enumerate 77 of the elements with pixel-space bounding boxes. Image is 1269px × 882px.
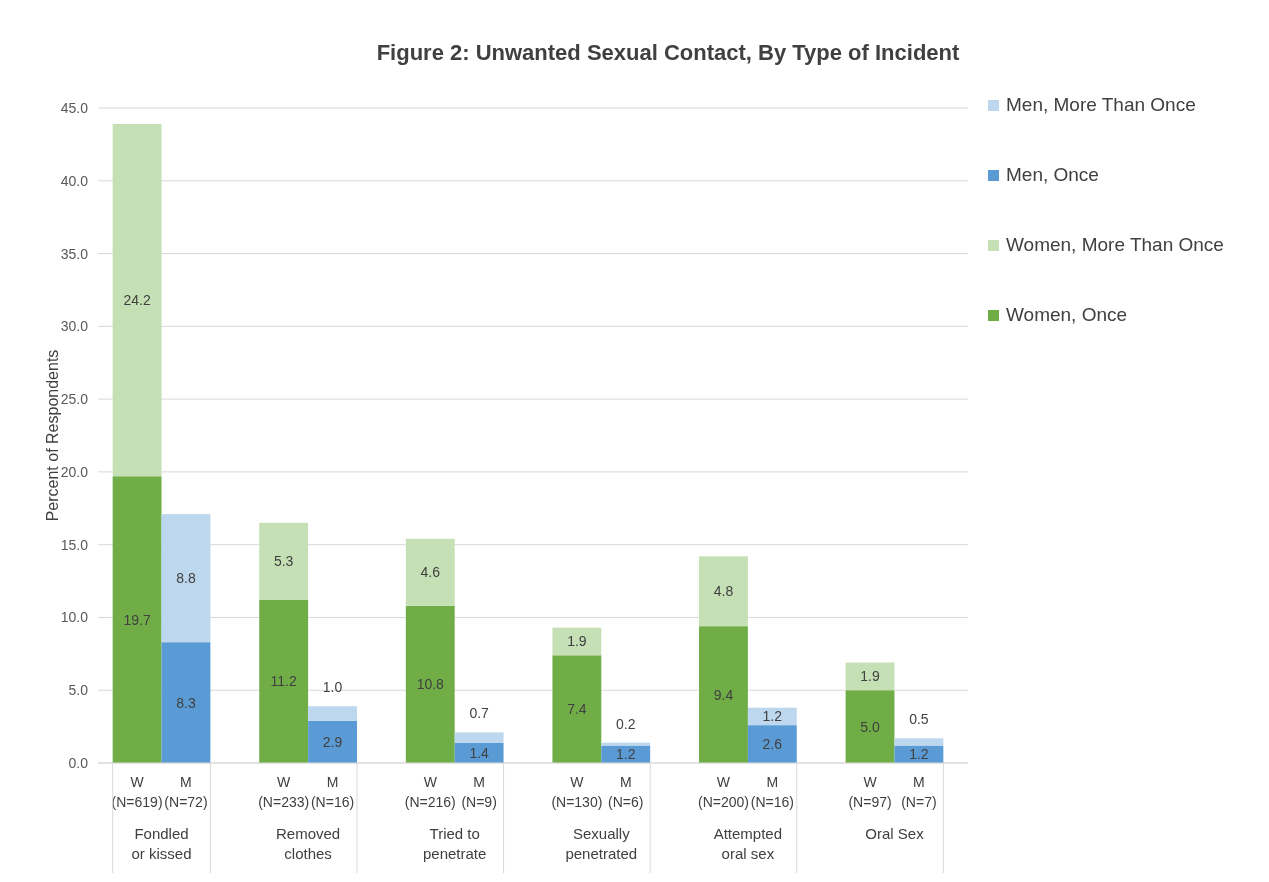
data-label: 8.3 (176, 694, 196, 711)
data-label: 1.0 (322, 679, 343, 696)
text: Sexually penetrated (565, 825, 638, 862)
x-tick-label: M (N=16) (750, 774, 794, 810)
x-tick-label: M (N=7) (901, 774, 937, 810)
bar (112, 124, 162, 477)
y-tick-label: 10.0 (60, 609, 89, 626)
data-label: 1.9 (860, 668, 880, 685)
bar (845, 690, 895, 763)
x-tick-label: M (N=16) (310, 774, 355, 810)
data-label: 11.2 (270, 673, 297, 690)
legend-label: Women, More Than Once (1006, 234, 1224, 255)
bar (161, 642, 211, 763)
data-label: 10.8 (416, 676, 445, 693)
bar (552, 627, 602, 656)
y-tick-label: 35.0 (60, 245, 89, 262)
bar (699, 626, 748, 763)
data-label: 2.6 (762, 736, 783, 753)
x-tick-label: M (N=9) (461, 774, 497, 810)
x-tick-label: W (N=216) (404, 774, 456, 810)
y-tick-label: 15.0 (60, 536, 89, 553)
x-tick-label: W (N=233) (258, 774, 310, 810)
data-label: 0.5 (909, 711, 929, 728)
data-label: 2.9 (322, 733, 343, 750)
legend-label: Men, More Than Once (1006, 94, 1196, 115)
x-tick-label: M (N=72) (164, 774, 208, 810)
text: Tried to penetrate (423, 825, 487, 862)
bar (308, 720, 357, 763)
bar (259, 522, 309, 600)
y-axis-title: Percent of Respondents (44, 349, 61, 522)
x-tick-label: W (N=97) (848, 774, 892, 810)
data-label: 9.4 (713, 686, 734, 703)
y-tick-label: 30.0 (60, 318, 89, 335)
y-tick-label: 5.0 (68, 682, 89, 699)
bar (601, 742, 651, 746)
text: Oral Sex (865, 825, 925, 842)
data-label: 0.7 (469, 705, 490, 722)
bar (552, 655, 602, 763)
data-label: 1.4 (469, 744, 490, 761)
data-label: 5.0 (860, 718, 880, 735)
x-tick-label: W (N=130) (551, 774, 603, 810)
text: Removed clothes (276, 825, 341, 862)
text: Fondled or kissed (131, 825, 192, 862)
y-tick-label: 20.0 (60, 463, 89, 480)
data-label: 4.8 (713, 583, 734, 600)
bar (894, 738, 944, 746)
x-tick-label: M (N=6) (608, 774, 644, 810)
data-label: 1.2 (615, 746, 636, 763)
data-label: 0.2 (615, 715, 636, 732)
legend-label: Men, Once (1006, 164, 1099, 185)
legend-label: Women, Once (1006, 304, 1128, 325)
bar (405, 538, 455, 606)
chart-title: Figure 2: Unwanted Sexual Contact, By Type of Incident (376, 40, 960, 65)
data-label: 1.2 (909, 746, 929, 763)
x-tick-label: W (N=619) (111, 774, 163, 810)
y-tick-label: 0.0 (68, 755, 89, 771)
bar (112, 476, 162, 763)
x-tick-label: W (N=200) (697, 774, 749, 810)
bar (405, 605, 455, 763)
bar (699, 556, 748, 627)
y-tick-label: 45.0 (60, 100, 89, 116)
data-label: 19.7 (123, 611, 151, 628)
data-label: 1.2 (762, 708, 783, 725)
bar (259, 599, 309, 763)
y-tick-label: 40.0 (60, 172, 89, 189)
data-label: 7.4 (567, 701, 587, 718)
data-label: 24.2 (123, 292, 151, 309)
bar (308, 706, 357, 721)
bar (747, 725, 797, 763)
data-label: 4.6 (420, 564, 441, 581)
bar (161, 514, 211, 643)
data-label: 1.9 (567, 633, 587, 650)
data-label: 8.8 (176, 570, 196, 587)
text: Attempted oral sex (713, 825, 783, 862)
y-tick-label: 25.0 (60, 391, 89, 408)
bar (454, 732, 504, 743)
data-label: 5.3 (273, 553, 294, 570)
